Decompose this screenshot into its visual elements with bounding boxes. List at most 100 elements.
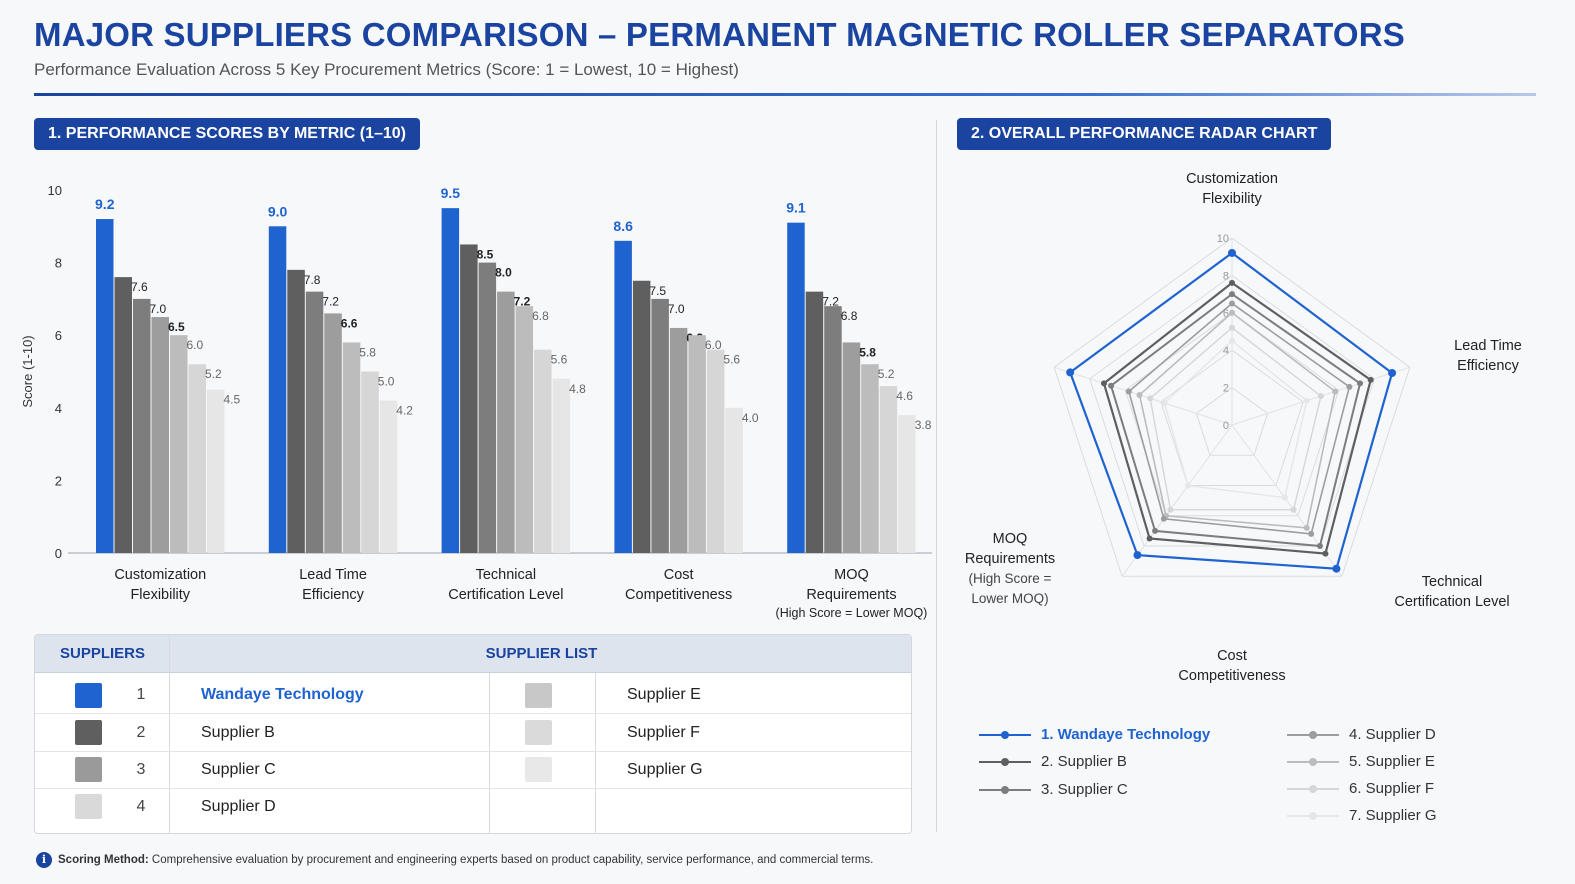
radar-axis-label: Flexibility [1202, 191, 1262, 207]
table-divider [595, 673, 596, 833]
data-label: 6.8 [532, 309, 549, 323]
table-divider [35, 788, 911, 789]
radar-axis-label: (High Score = [969, 571, 1052, 586]
radar-point [1367, 376, 1374, 383]
radar-point [1161, 400, 1168, 407]
radar-grid-ring [1195, 386, 1269, 456]
bar [669, 327, 688, 553]
data-label: 8.6 [613, 218, 633, 234]
legend-marker [1001, 786, 1009, 794]
radar-point [1152, 527, 1159, 534]
y-tick-label: 4 [55, 401, 62, 416]
bar [460, 244, 478, 553]
radar-tick-label: 0 [1223, 420, 1229, 432]
radar-axis-label: Customization [1186, 171, 1278, 187]
legend-label: 1. Wandaye Technology [1041, 726, 1211, 743]
radar-axis-label: Lead Time [1454, 338, 1522, 354]
radar-point [1322, 550, 1329, 557]
x-tick-label: MOQ [834, 567, 869, 583]
data-label: 7.8 [304, 273, 321, 287]
data-label: 7.2 [514, 295, 531, 309]
bar [725, 407, 743, 553]
radar-tick-label: 4 [1223, 345, 1229, 357]
data-label: 9.5 [441, 185, 461, 201]
column-divider [936, 120, 937, 832]
bar-section-title: 1. PERFORMANCE SCORES BY METRIC (1–10) [34, 118, 420, 150]
legend-marker [1309, 785, 1317, 793]
radar-point [1229, 279, 1235, 286]
data-label: 5.8 [859, 345, 876, 359]
supplier-name: Supplier G [627, 761, 703, 778]
radar-axis-label: Lower MOQ) [971, 591, 1048, 606]
data-label: 7.0 [150, 302, 167, 316]
radar-point [1346, 383, 1353, 390]
radar-point [1229, 291, 1235, 298]
radar-point [1185, 482, 1192, 489]
bar [324, 313, 342, 553]
bar [305, 291, 324, 553]
radar-point [1108, 382, 1115, 389]
radar-point [1229, 300, 1235, 307]
bar [379, 400, 398, 553]
radar-point [1308, 530, 1315, 537]
data-label: 3.8 [915, 418, 932, 432]
legend-marker [1309, 731, 1317, 739]
data-label: 7.5 [649, 284, 666, 298]
data-label: 7.2 [822, 295, 839, 309]
y-tick-label: 0 [55, 546, 62, 561]
scoring-footnote: i Scoring Method: Comprehensive evaluatio… [36, 852, 873, 868]
bar [879, 386, 898, 553]
radar-series-line [1163, 339, 1308, 499]
data-label: 5.0 [378, 375, 395, 389]
radar-point [1303, 524, 1310, 531]
footnote-label: Scoring Method: [58, 854, 149, 867]
data-label: 9.2 [95, 196, 115, 212]
supplier-number: 4 [136, 798, 146, 815]
radar-axis-label: MOQ [993, 531, 1028, 547]
y-tick-label: 10 [48, 183, 62, 198]
data-label: 4.6 [896, 389, 913, 403]
bar [96, 219, 114, 553]
legend-label: 6. Supplier F [1349, 780, 1435, 797]
radar-point [1146, 535, 1153, 542]
data-label: 4.5 [224, 393, 241, 407]
y-tick-label: 2 [55, 473, 62, 488]
info-icon: i [36, 852, 52, 868]
data-label: 5.6 [551, 353, 568, 367]
data-label: 6.5 [168, 320, 185, 334]
data-label: 8.0 [495, 266, 512, 280]
bar [861, 364, 879, 553]
radar-axis-label: Efficiency [1457, 358, 1520, 374]
radar-grid-ring [1053, 237, 1411, 577]
radar-series-line [1138, 311, 1337, 529]
radar-tick-label: 10 [1217, 233, 1229, 245]
radar-tick-label: 8 [1223, 270, 1229, 282]
radar-point [1228, 248, 1236, 257]
bar [688, 335, 706, 553]
supplier-number: 3 [136, 761, 146, 778]
supplier-name: Supplier E [627, 686, 701, 703]
radar-axis-label: Certification Level [1394, 594, 1509, 610]
supplier-swatch [75, 757, 102, 782]
x-tick-label: Technical [476, 567, 536, 583]
supplier-name: Supplier D [201, 798, 276, 815]
radar-series-line [1127, 302, 1351, 535]
y-tick-label: 6 [55, 328, 62, 343]
bar [170, 335, 188, 553]
supplier-swatch [525, 720, 552, 745]
radar-section-title: 2. OVERALL PERFORMANCE RADAR CHART [957, 118, 1332, 150]
bar [207, 389, 225, 553]
x-tick-label: Certification Level [448, 587, 563, 603]
footnote-text: Comprehensive evaluation by procurement … [148, 854, 874, 867]
bar [632, 280, 651, 553]
x-tick-label: (High Score = Lower MOQ) [776, 606, 928, 620]
radar-point [1229, 337, 1235, 344]
radar-axis-label: Requirements [965, 551, 1055, 567]
data-label: 8.5 [477, 247, 494, 261]
radar-spoke [1053, 366, 1233, 426]
radar-series-line [1068, 251, 1394, 570]
page-subtitle: Performance Evaluation Across 5 Key Proc… [34, 60, 739, 79]
supplier-list-header: SUPPLIER LIST [485, 645, 598, 662]
radar-point [1290, 506, 1297, 513]
data-label: 5.8 [359, 345, 376, 359]
